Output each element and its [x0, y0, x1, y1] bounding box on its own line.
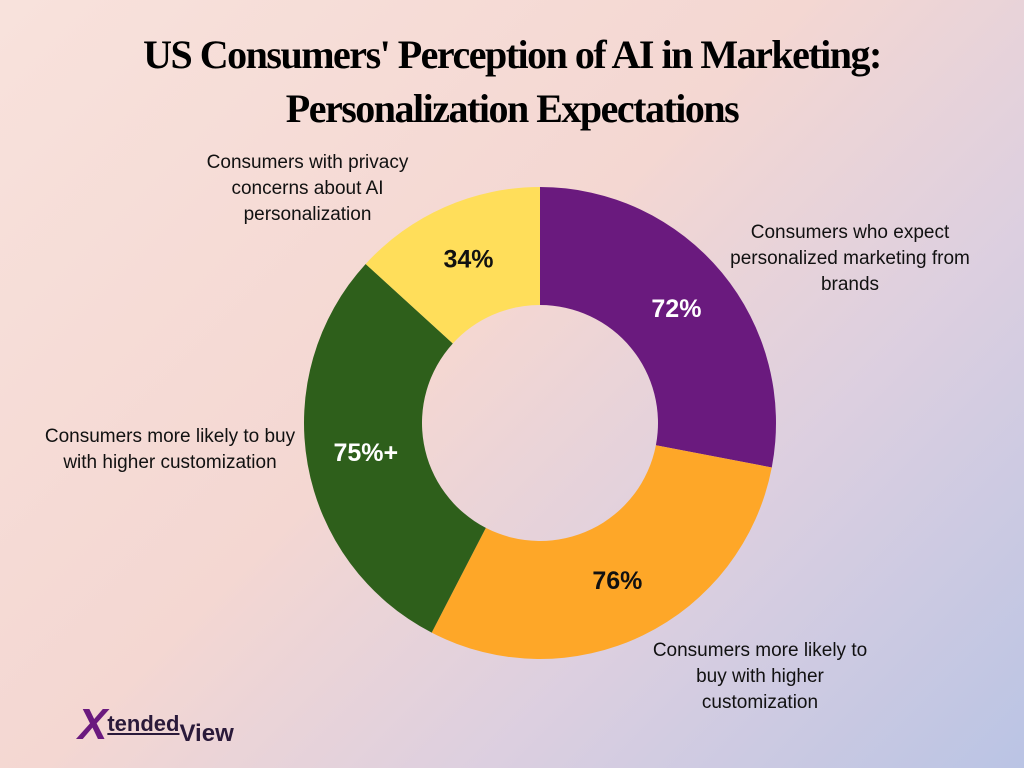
donut-segment	[365, 187, 540, 344]
donut-segment	[431, 445, 772, 659]
category-label: Consumers more likely to buy with higher…	[652, 640, 868, 713]
logo-text: tended	[107, 711, 180, 736]
category-label: Consumers who expect personalized market…	[730, 222, 970, 295]
logo-mark: X	[78, 700, 108, 749]
category-label: Consumers more likely to buy with higher…	[44, 426, 296, 473]
donut-segment	[303, 263, 486, 633]
donut-segment	[540, 187, 776, 468]
value-label: 75%+	[333, 439, 398, 467]
value-label: 72%	[651, 295, 701, 323]
logo: XtendedView	[78, 700, 234, 750]
logo-text: View	[179, 720, 234, 747]
chart-title: US Consumers' Perception of AI in Market…	[143, 32, 882, 131]
value-label: 34%	[444, 246, 494, 274]
category-label: Consumers with privacy concerns about AI…	[206, 152, 409, 225]
value-label: 76%	[592, 567, 642, 595]
